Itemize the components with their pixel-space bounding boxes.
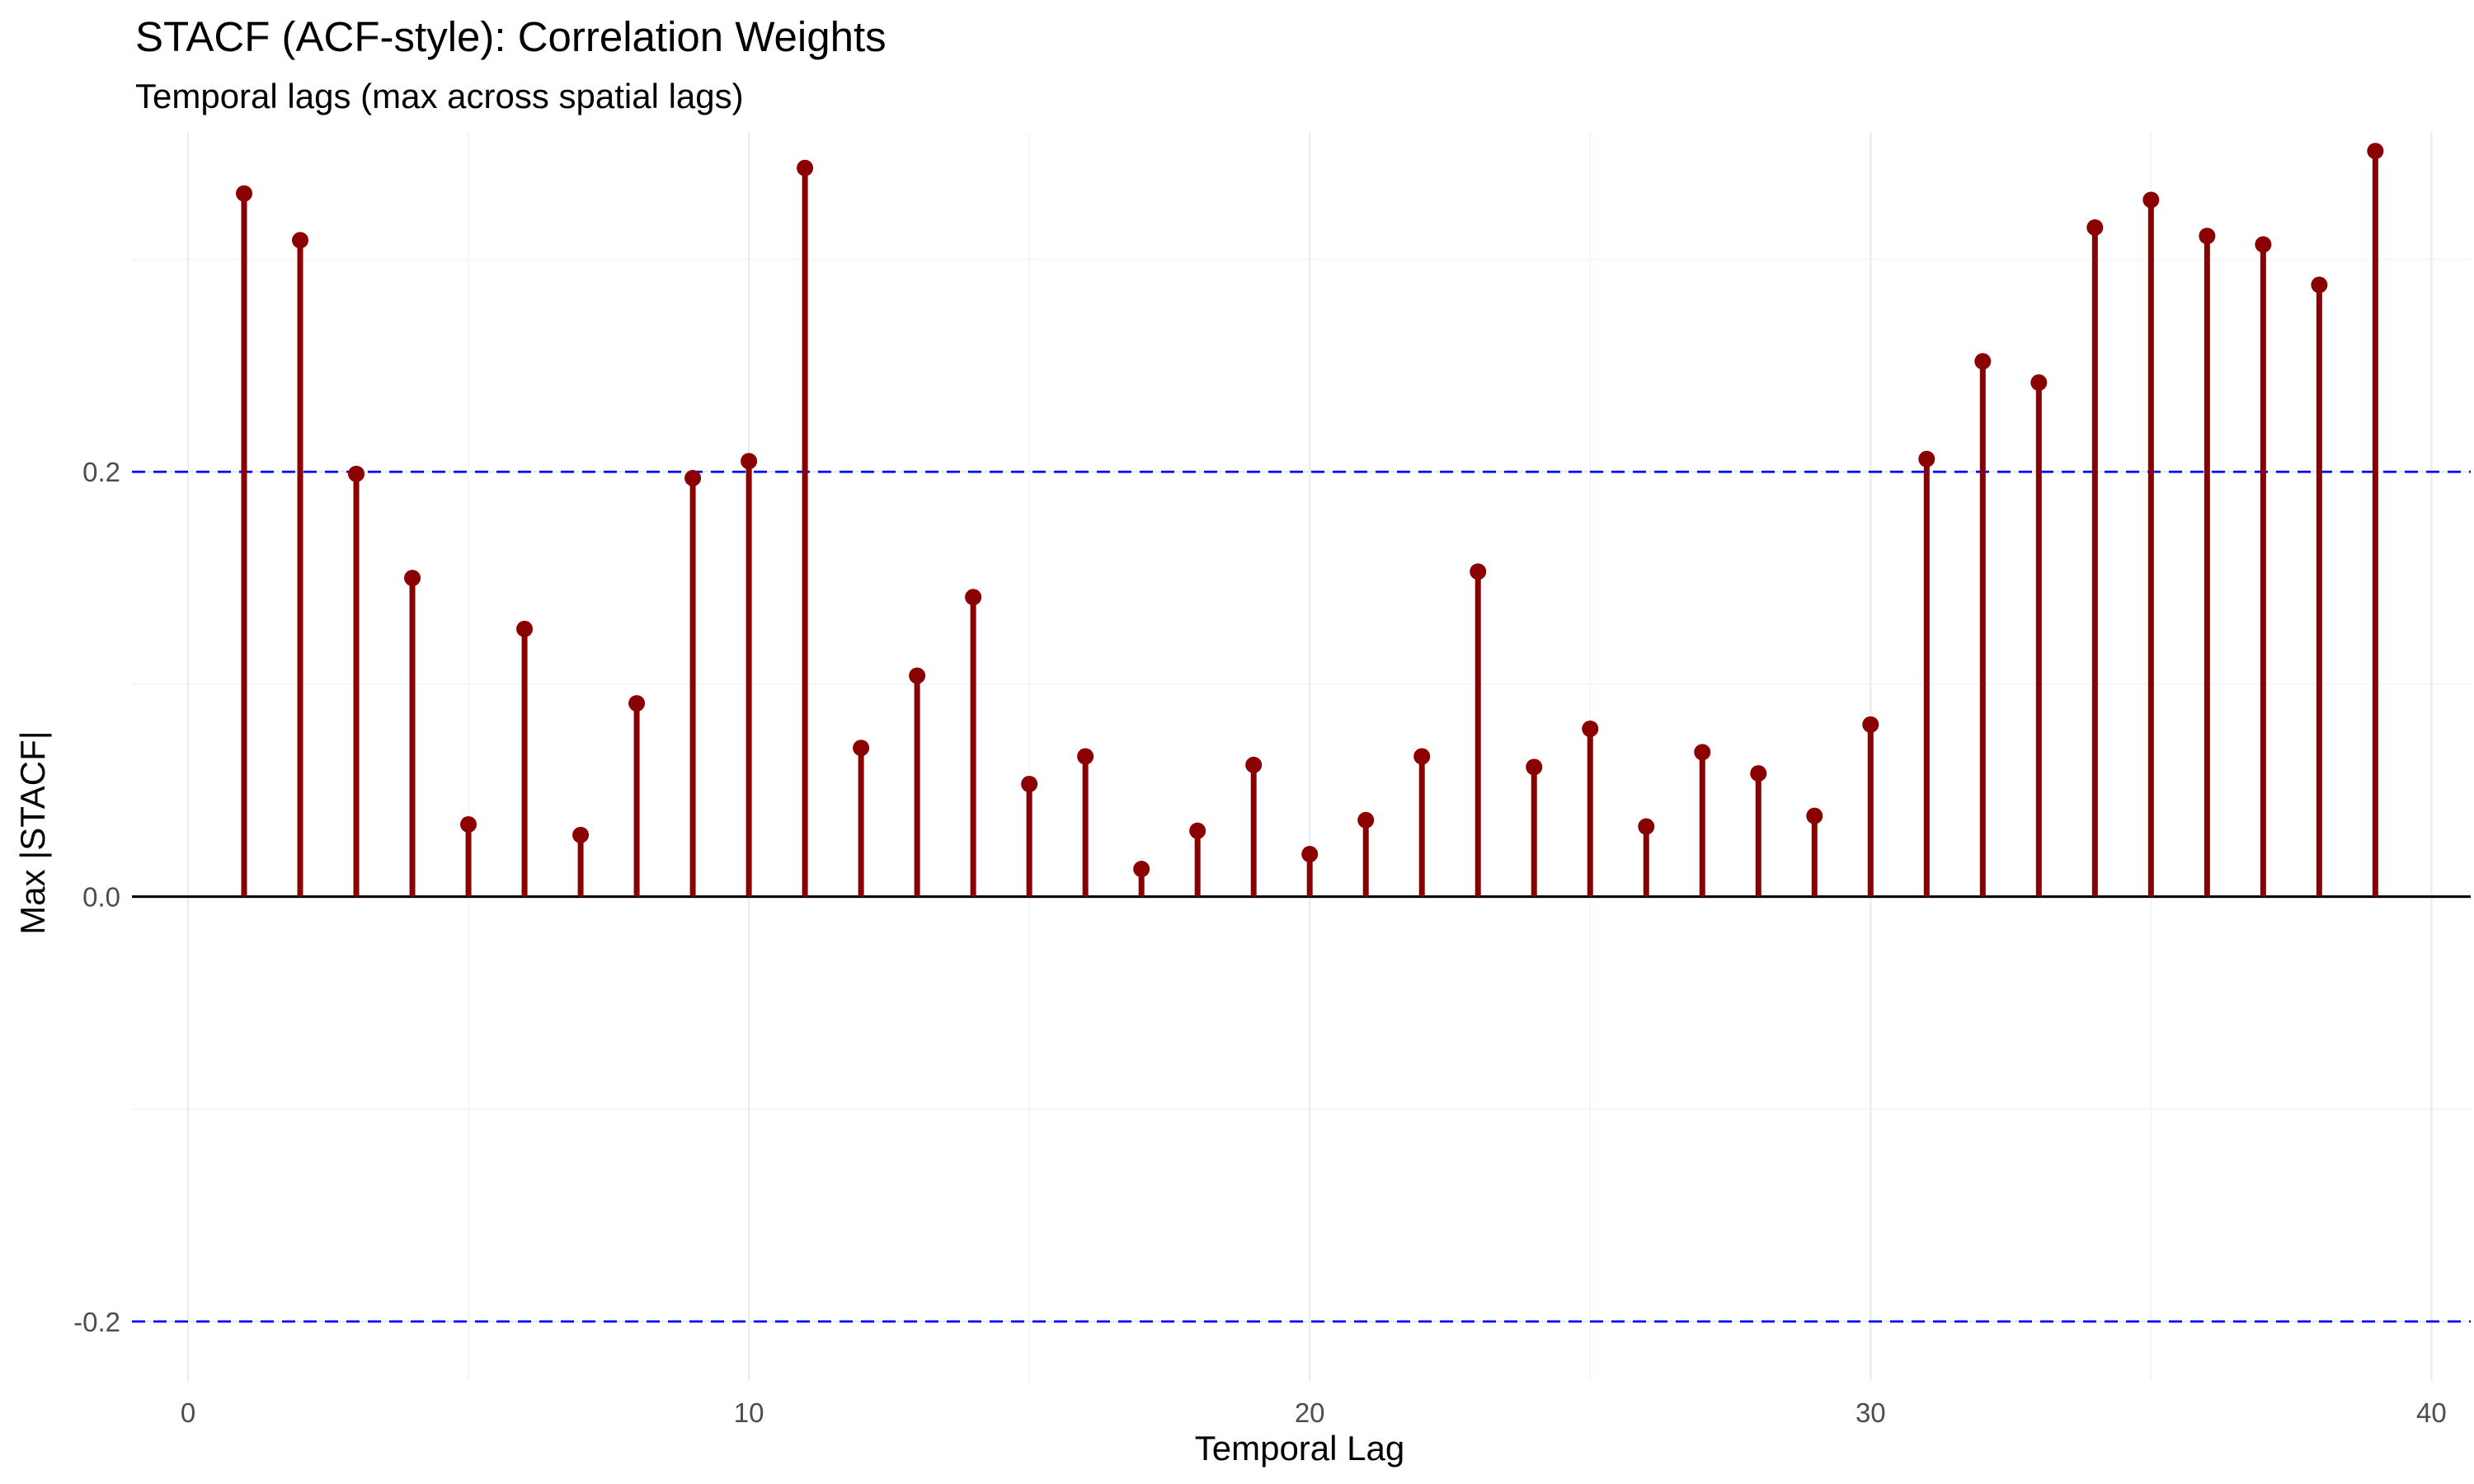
point-lag-34	[2086, 218, 2104, 236]
stems	[241, 151, 2378, 897]
point-lag-8	[628, 695, 646, 712]
point-lag-33	[2030, 374, 2048, 392]
point-lag-11	[797, 159, 814, 176]
point-lag-4	[404, 570, 421, 587]
chart-title: STACF (ACF-style): Correlation Weights	[135, 13, 887, 60]
point-lag-35	[2142, 191, 2160, 209]
point-lag-6	[516, 620, 534, 637]
point-lag-18	[1189, 822, 1206, 839]
point-lag-7	[572, 826, 590, 843]
point-lag-26	[1638, 818, 1655, 835]
x-tick-label: 20	[1295, 1397, 1325, 1428]
point-lag-31	[1918, 450, 1935, 467]
point-lag-30	[1862, 716, 1879, 733]
point-lag-19	[1245, 756, 1263, 773]
point-lag-15	[1021, 775, 1038, 792]
point-lag-14	[965, 589, 982, 606]
x-tick-label: 0	[181, 1397, 195, 1428]
y-tick-label: 0.2	[82, 457, 120, 487]
y-tick-label: 0.0	[82, 882, 120, 913]
reference-lines	[132, 470, 2471, 1323]
x-tick-label: 40	[2416, 1397, 2447, 1428]
point-lag-24	[1526, 758, 1543, 776]
point-lag-27	[1694, 744, 1711, 761]
y-axis-title: Max |STACF|	[13, 730, 52, 934]
x-tick-label: 10	[734, 1397, 764, 1428]
point-lag-32	[1974, 353, 1992, 370]
point-lag-3	[348, 465, 365, 482]
point-lag-37	[2255, 236, 2272, 253]
point-lag-23	[1470, 563, 1487, 580]
point-lag-1	[236, 185, 253, 202]
point-lag-38	[2311, 276, 2328, 294]
point-lag-21	[1357, 811, 1375, 829]
point-lag-10	[741, 453, 758, 470]
point-lag-17	[1133, 861, 1150, 878]
point-lag-29	[1806, 807, 1823, 824]
y-tick-label: -0.2	[73, 1307, 120, 1337]
point-lag-16	[1077, 748, 1094, 765]
tick-labels: 0 10 20 30 40 -0.2 0.0 0.2	[73, 457, 2447, 1428]
point-lag-22	[1413, 748, 1431, 765]
point-lag-25	[1582, 721, 1599, 738]
point-lag-39	[2367, 143, 2384, 160]
x-axis-title: Temporal Lag	[1195, 1429, 1404, 1468]
grid-layer	[132, 132, 2471, 1381]
point-lag-36	[2199, 228, 2216, 245]
point-lag-12	[853, 740, 870, 757]
point-lag-13	[909, 667, 926, 684]
x-tick-label: 30	[1856, 1397, 1886, 1428]
point-lag-28	[1750, 765, 1767, 782]
points	[236, 143, 2384, 878]
point-lag-9	[684, 469, 702, 486]
point-lag-5	[460, 815, 477, 833]
chart-subtitle: Temporal lags (max across spatial lags)	[135, 77, 744, 115]
point-lag-2	[292, 232, 309, 249]
point-lag-20	[1301, 846, 1319, 863]
